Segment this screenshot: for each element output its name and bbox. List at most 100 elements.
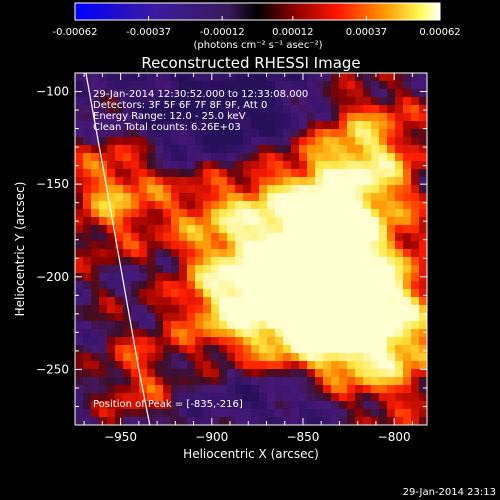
heatmap-cell	[363, 73, 371, 81]
heatmap-cell	[323, 273, 331, 281]
heatmap-cell	[243, 329, 251, 337]
heatmap-cell	[283, 401, 291, 409]
heatmap-cell	[155, 233, 163, 241]
heatmap-cell	[347, 217, 355, 225]
heatmap-cell	[387, 249, 395, 257]
heatmap-cell	[379, 225, 387, 233]
heatmap-cell	[107, 177, 115, 185]
heatmap-cell	[299, 289, 307, 297]
heatmap-cell	[131, 297, 139, 305]
heatmap-cell	[139, 313, 147, 321]
heatmap-cell	[315, 393, 323, 401]
heatmap-cell	[123, 249, 131, 257]
heatmap-cell	[411, 345, 419, 353]
heatmap-cell	[307, 201, 315, 209]
heatmap-cell	[395, 401, 403, 409]
heatmap-cell	[163, 393, 171, 401]
heatmap-cell	[195, 329, 203, 337]
heatmap-cell	[267, 73, 275, 81]
heatmap-cell	[219, 177, 227, 185]
heatmap-cell	[251, 145, 259, 153]
heatmap-cell	[243, 217, 251, 225]
heatmap-cell	[283, 329, 291, 337]
heatmap-cell	[243, 161, 251, 169]
solar-limb-curve	[85, 73, 151, 425]
heatmap-cell	[307, 81, 315, 89]
heatmap-cell	[363, 385, 371, 393]
heatmap-cell	[403, 121, 411, 129]
y-tick-label: −200	[36, 270, 69, 284]
heatmap-cell	[267, 249, 275, 257]
heatmap-cell	[339, 153, 347, 161]
heatmap-cell	[331, 249, 339, 257]
heatmap-cell	[323, 249, 331, 257]
heatmap-cell	[171, 257, 179, 265]
heatmap-cell	[371, 233, 379, 241]
heatmap-cell	[219, 129, 227, 137]
heatmap-cell	[195, 313, 203, 321]
heatmap-cell	[147, 265, 155, 273]
heatmap-cell	[347, 113, 355, 121]
heatmap-cell	[411, 153, 419, 161]
heatmap-cell	[251, 177, 259, 185]
heatmap-cell	[315, 297, 323, 305]
heatmap-cell	[331, 161, 339, 169]
heatmap-cell	[371, 353, 379, 361]
colorbar-tick-label: -0.00037	[126, 27, 171, 38]
heatmap-cell	[75, 201, 83, 209]
heatmap-cell	[211, 313, 219, 321]
heatmap-cell	[331, 257, 339, 265]
heatmap-cell	[411, 401, 419, 409]
heatmap-cell	[179, 129, 187, 137]
heatmap-cell	[147, 169, 155, 177]
heatmap-cell	[243, 393, 251, 401]
heatmap-cell	[187, 97, 195, 105]
heatmap-cell	[291, 345, 299, 353]
heatmap-cell	[123, 385, 131, 393]
heatmap-cell	[123, 217, 131, 225]
heatmap-cell	[347, 345, 355, 353]
heatmap-cell	[235, 369, 243, 377]
heatmap-cell	[403, 217, 411, 225]
heatmap-cell	[227, 73, 235, 81]
heatmap-cell	[227, 169, 235, 177]
heatmap-cell	[307, 353, 315, 361]
heatmap-cell	[187, 385, 195, 393]
heatmap-cell	[419, 97, 427, 105]
heatmap-cell	[339, 249, 347, 257]
heatmap-cell	[315, 193, 323, 201]
heatmap-cell	[379, 409, 387, 417]
heatmap-cell	[291, 273, 299, 281]
heatmap-cell	[115, 233, 123, 241]
heatmap-cell	[139, 265, 147, 273]
heatmap-cell	[107, 161, 115, 169]
heatmap-cell	[371, 337, 379, 345]
heatmap-cell	[379, 145, 387, 153]
heatmap-cell	[411, 353, 419, 361]
heatmap-cell	[307, 329, 315, 337]
heatmap-cell	[315, 241, 323, 249]
heatmap-cell	[403, 401, 411, 409]
heatmap-cell	[379, 81, 387, 89]
heatmap-cell	[179, 81, 187, 89]
heatmap-cell	[307, 89, 315, 97]
heatmap-cell	[275, 105, 283, 113]
heatmap-cell	[155, 241, 163, 249]
heatmap-cell	[411, 265, 419, 273]
heatmap-cell	[315, 161, 323, 169]
heatmap-cell	[163, 337, 171, 345]
heatmap-cell	[275, 121, 283, 129]
heatmap-cell	[203, 249, 211, 257]
heatmap-cell	[307, 393, 315, 401]
heatmap-cell	[387, 313, 395, 321]
heatmap-cell	[235, 209, 243, 217]
heatmap-cell	[227, 89, 235, 97]
heatmap-cell	[107, 225, 115, 233]
heatmap-cell	[347, 145, 355, 153]
heatmap-cell	[139, 297, 147, 305]
heatmap-cell	[347, 401, 355, 409]
heatmap-cell	[323, 105, 331, 113]
heatmap-cell	[315, 97, 323, 105]
heatmap-cell	[139, 97, 147, 105]
heatmap-cell	[139, 105, 147, 113]
